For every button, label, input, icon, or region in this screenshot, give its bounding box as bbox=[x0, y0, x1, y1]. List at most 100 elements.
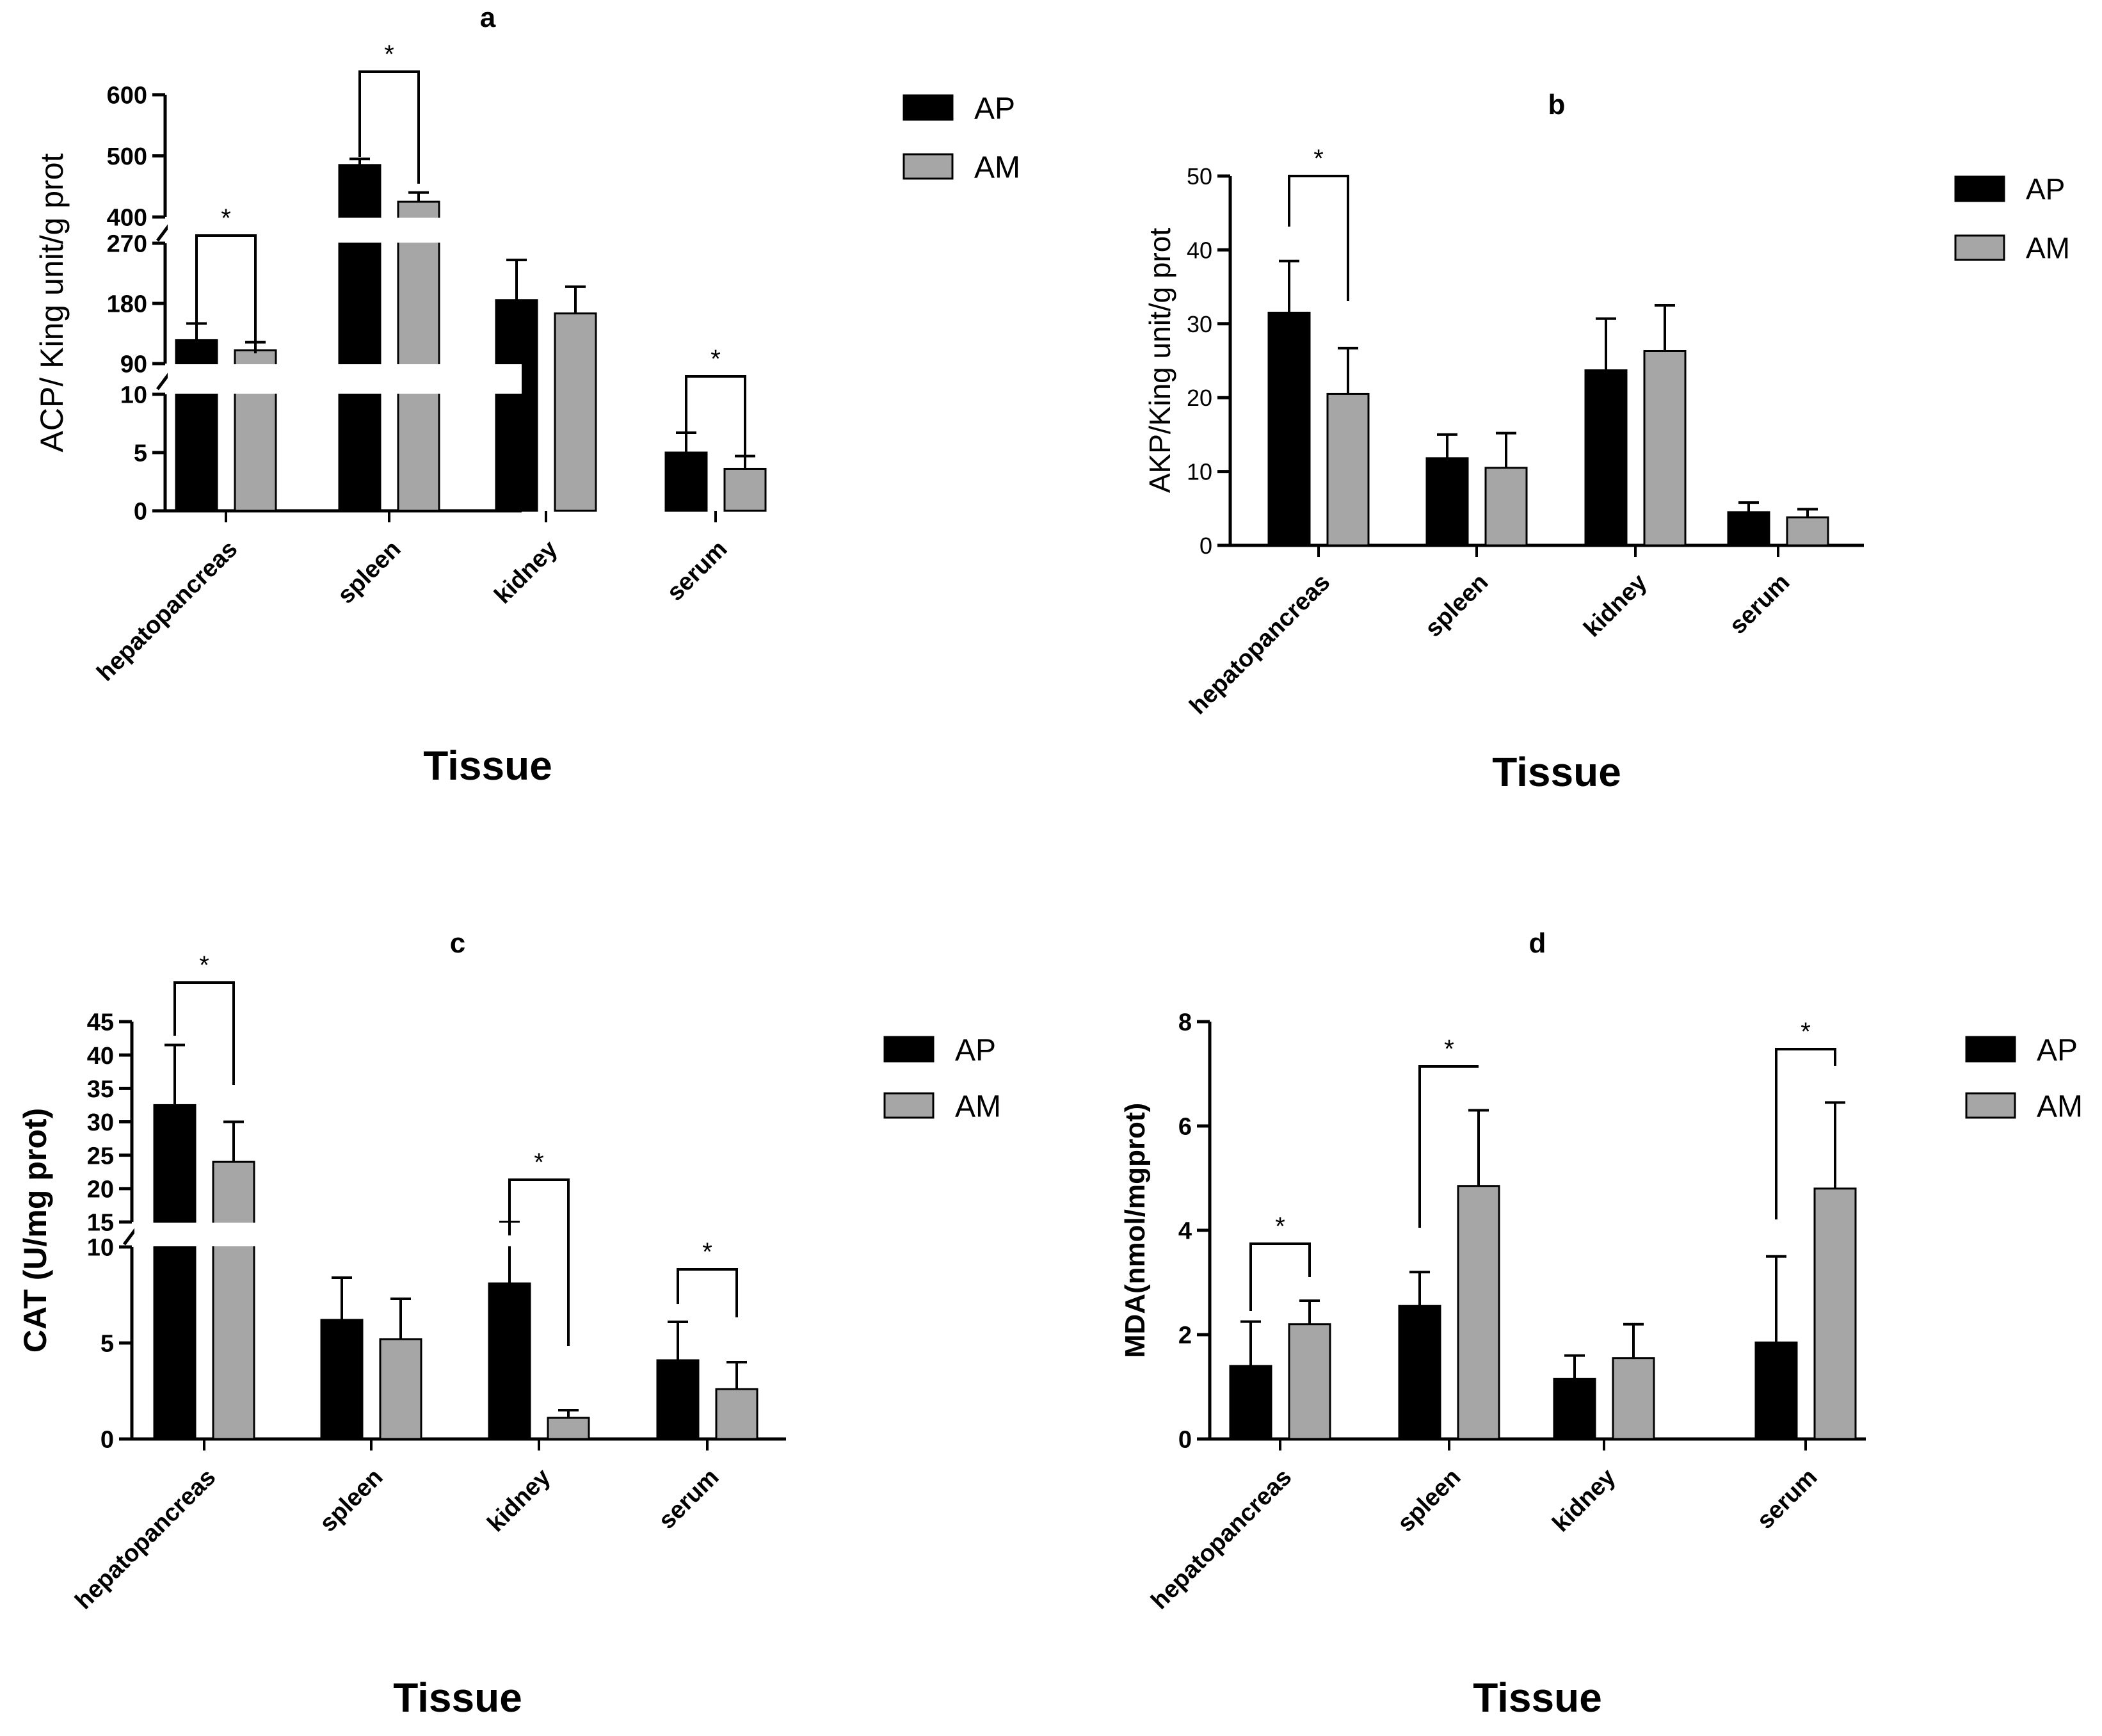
significance-star: * bbox=[710, 345, 721, 373]
bar-am-serum bbox=[723, 467, 767, 512]
bar-ap-hepatopancreas bbox=[153, 1104, 197, 1440]
y-tick-label: 10 bbox=[87, 1235, 114, 1262]
y-tick-label: 40 bbox=[87, 1043, 114, 1070]
y-tick-label: 5 bbox=[134, 440, 147, 467]
significance-star: * bbox=[1444, 1035, 1454, 1063]
panel-label: d bbox=[1529, 928, 1546, 959]
legend-swatch-am bbox=[903, 153, 954, 180]
bar-am-hepatopancreas bbox=[1326, 392, 1370, 547]
significance-star: * bbox=[702, 1238, 712, 1266]
y-tick-label: 30 bbox=[1187, 311, 1212, 337]
y-tick-label: 10 bbox=[1187, 459, 1212, 485]
significance-bracket bbox=[677, 1268, 738, 1317]
legend-label-ap: AP bbox=[974, 92, 1015, 125]
y-tick-label: 35 bbox=[87, 1076, 114, 1103]
y-tick-label: 40 bbox=[1187, 237, 1212, 263]
legend-label-ap: AP bbox=[2026, 173, 2065, 206]
y-tick-label: 45 bbox=[87, 1009, 114, 1036]
bar-ap-serum bbox=[1727, 511, 1770, 547]
significance-bracket bbox=[1288, 175, 1349, 301]
bar-ap-hepatopancreas bbox=[1229, 1365, 1272, 1440]
y-tick-label: 8 bbox=[1178, 1009, 1192, 1036]
significance-star: * bbox=[1313, 145, 1324, 173]
legend-swatch-ap bbox=[1965, 1036, 2016, 1063]
bar-am-kidney bbox=[1612, 1357, 1655, 1440]
y-axis-label: AKP/King unit/g prot bbox=[1143, 228, 1176, 493]
legend-label-am: AM bbox=[974, 150, 1020, 184]
bar-ap-kidney bbox=[495, 299, 538, 512]
bar-am-spleen bbox=[1457, 1185, 1500, 1440]
bar-am-spleen bbox=[397, 200, 440, 512]
panel-label: a bbox=[480, 2, 496, 33]
x-axis-label: Tissue bbox=[1492, 749, 1621, 795]
legend: AP AM bbox=[883, 1033, 1001, 1123]
significance-star: * bbox=[221, 204, 231, 232]
significance-star: * bbox=[199, 951, 209, 979]
y-tick-label: 500 bbox=[107, 143, 147, 170]
y-tick-label: 90 bbox=[120, 351, 147, 378]
bar-ap-spleen bbox=[1398, 1305, 1441, 1440]
axis-break-gap bbox=[168, 218, 522, 243]
bar-am-serum bbox=[715, 1388, 758, 1440]
y-tick-label: 30 bbox=[87, 1109, 114, 1136]
y-tick-label: 400 bbox=[107, 205, 147, 232]
legend: AP AM bbox=[1965, 1033, 2083, 1123]
significance-bracket bbox=[358, 70, 420, 184]
y-tick-label: 600 bbox=[107, 83, 147, 109]
y-tick-label: 0 bbox=[1178, 1427, 1192, 1454]
y-tick-label: 25 bbox=[87, 1143, 114, 1169]
bar-ap-kidney bbox=[488, 1282, 531, 1440]
y-tick-label: 0 bbox=[1199, 533, 1212, 559]
bar-am-kidney bbox=[554, 312, 597, 512]
bar-ap-hepatopancreas bbox=[1267, 311, 1311, 547]
y-axis-label: MDA(nmol/mgprot) bbox=[1119, 1103, 1151, 1358]
legend-label-am: AM bbox=[2026, 232, 2070, 265]
bar-am-spleen bbox=[379, 1338, 422, 1440]
panel-label: b bbox=[1548, 89, 1566, 120]
y-tick-label: 10 bbox=[120, 382, 147, 409]
bar-ap-spleen bbox=[320, 1319, 364, 1440]
legend-label-ap: AP bbox=[2037, 1033, 2078, 1067]
y-tick-label: 0 bbox=[134, 499, 147, 526]
bar-ap-kidney bbox=[1553, 1378, 1596, 1440]
y-tick-label: 0 bbox=[100, 1427, 114, 1454]
significance-bracket bbox=[508, 1178, 570, 1346]
legend-swatch-ap bbox=[883, 1036, 935, 1063]
y-tick-label: 50 bbox=[1187, 163, 1212, 189]
bar-ap-spleen bbox=[1425, 457, 1469, 547]
significance-bracket bbox=[173, 981, 235, 1085]
y-tick-label: 270 bbox=[107, 231, 147, 258]
x-axis-label: Tissue bbox=[393, 1675, 522, 1721]
legend-swatch-ap bbox=[903, 94, 954, 121]
legend: AP AM bbox=[903, 92, 1020, 184]
y-tick-label: 180 bbox=[107, 291, 147, 318]
bar-ap-serum bbox=[1754, 1341, 1798, 1440]
y-tick-label: 20 bbox=[1187, 385, 1212, 411]
bar-am-hepatopancreas bbox=[1288, 1323, 1331, 1440]
significance-bracket bbox=[1775, 1048, 1836, 1219]
x-axis-label: Tissue bbox=[423, 743, 552, 789]
bar-ap-serum bbox=[656, 1359, 700, 1440]
significance-star: * bbox=[534, 1148, 544, 1177]
legend-swatch-ap bbox=[1954, 175, 2005, 202]
x-axis-label: Tissue bbox=[1473, 1675, 1602, 1721]
y-axis-label: CAT (U/mg prot) bbox=[17, 1108, 53, 1353]
bar-ap-spleen bbox=[338, 164, 381, 512]
significance-star: * bbox=[1275, 1212, 1285, 1241]
significance-bracket bbox=[1249, 1242, 1311, 1311]
significance-star: * bbox=[1801, 1018, 1811, 1046]
axis-break-gap bbox=[168, 364, 522, 394]
legend-swatch-am bbox=[1954, 234, 2005, 261]
legend: AP AM bbox=[1954, 173, 2070, 265]
significance-bracket bbox=[685, 375, 746, 457]
significance-bracket bbox=[195, 234, 257, 353]
panel-label: c bbox=[450, 928, 465, 959]
significance-bracket bbox=[1418, 1065, 1479, 1228]
y-tick-label: 6 bbox=[1178, 1114, 1192, 1141]
legend-swatch-am bbox=[1965, 1092, 2016, 1119]
bar-am-serum bbox=[1813, 1187, 1857, 1440]
y-tick-label: 2 bbox=[1178, 1322, 1192, 1349]
significance-star: * bbox=[384, 40, 394, 68]
bar-am-spleen bbox=[1484, 467, 1528, 547]
